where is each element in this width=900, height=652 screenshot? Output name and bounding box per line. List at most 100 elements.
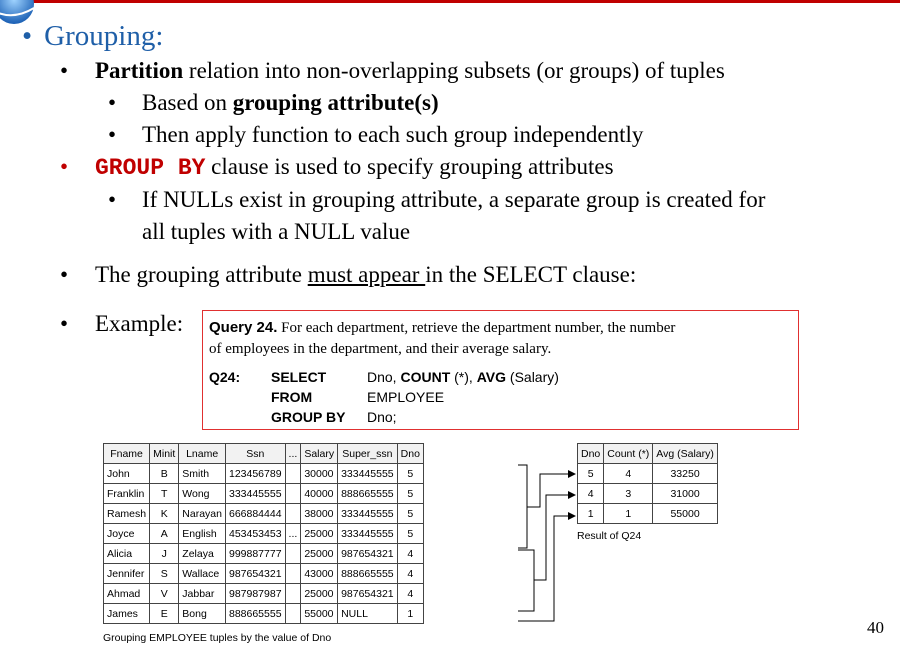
employee-cell: Bong [178,603,226,624]
bullet-partition-rest: relation into non-overlapping subsets (o… [183,58,725,83]
employee-cell: 25000 [300,543,339,564]
employee-cell: 888665555 [224,603,286,624]
employee-cell: 987987987 [224,583,286,604]
employee-cell: ... [284,523,302,544]
employee-header-cell: Dno [396,443,424,464]
result-cell: 3 [603,483,654,504]
query-box: Query 24. For each department, retrieve … [202,310,799,430]
employee-cell [284,563,302,584]
bullet-must-appear-post: in the SELECT clause: [425,262,637,287]
bullet-partition: Partition relation into non-overlapping … [95,58,725,84]
employee-header-cell: ... [284,443,302,464]
globe-logo-icon [0,0,35,24]
employee-header-cell: Minit [149,443,180,464]
employee-cell: 333445555 [224,483,286,504]
result-header-cell: Count (*) [603,443,654,464]
employee-row: Alicia J Zelaya 999887777 25000 987654321 4 [102,543,424,564]
query-description: Query 24. For each department, retrieve … [209,317,675,360]
employee-cell: 999887777 [224,543,286,564]
employee-cell: 5 [396,463,424,484]
employee-cell: 4 [396,563,424,584]
bullet-must-appear-pre: The grouping attribute [95,262,308,287]
employee-cell: John [102,463,151,484]
result-cell: 31000 [652,483,718,504]
employee-cell: 453453453 [224,523,286,544]
top-rule [18,0,900,3]
employee-row: Joyce A English 453453453... 25000 333445555 5 [102,523,424,544]
employee-cell: 25000 [300,583,339,604]
bullet-nulls-line2: all tuples with a NULL value [142,219,411,244]
employee-header-cell: Ssn [224,443,286,464]
employee-cell: Zelaya [178,543,226,564]
employee-cell: 5 [396,483,424,504]
select-clause: Dno, COUNT (*), AVG (Salary) [367,369,559,385]
employee-cell: 5 [396,503,424,524]
result-row: 5 4 33250 [576,463,718,484]
group-by-clause-keyword: GROUP BY [271,409,346,425]
employee-cell: 1 [396,603,424,624]
employee-cell: James [102,603,151,624]
select-keyword: SELECT [271,369,327,385]
employee-cell: Alicia [102,543,151,564]
employee-cell: 55000 [300,603,339,624]
employee-cell [284,603,302,624]
employee-cell: 40000 [300,483,339,504]
result-cell: 55000 [652,503,718,524]
employee-cell: 43000 [300,563,339,584]
employee-cell: 5 [396,523,424,544]
employee-cell: Wallace [178,563,226,584]
result-header-cell: Dno [576,443,605,464]
title-bullet: • [22,20,33,52]
employee-cell: Wong [178,483,226,504]
employee-header-row: Fname Minit Lname Ssn... Salary Super_ssn Dno [102,443,424,464]
bullet-group-by-rest: clause is used to specify grouping attri… [205,154,614,179]
bullet-dot: • [108,90,117,115]
employee-cell: Jabbar [178,583,226,604]
employee-table: Fname Minit Lname Ssn... Salary Super_ssn Dno … [102,443,424,624]
employee-row: James E Bong 888665555 55000 NULL 1 [102,603,424,624]
employee-cell: 333445555 [337,503,398,524]
employee-cell: 25000 [300,523,339,544]
employee-cell: 4 [396,583,424,604]
employee-cell: Jennifer [102,563,151,584]
employee-cell [284,543,302,564]
employee-cell: 888665555 [337,483,398,504]
query-id: Q24: [209,369,241,385]
from-clause: EMPLOYEE [367,389,445,405]
result-header-row: Dno Count (*) Avg (Salary) [576,443,718,464]
bullet-dot: • [60,311,69,336]
result-cell: 1 [603,503,654,524]
employee-cell: 333445555 [337,463,398,484]
employee-cell: S [149,563,180,584]
result-header-cell: Avg (Salary) [652,443,718,464]
bullet-dot: • [60,58,69,83]
result-table: Dno Count (*) Avg (Salary) 5 4 33250 4 3 31000 1… [576,443,718,524]
employee-cell: A [149,523,180,544]
query-text-line1: For each department, retrieve the depart… [277,320,676,336]
employee-header-cell: Lname [178,443,226,464]
employee-row: Ahmad V Jabbar 987987987 25000 987654321 4 [102,583,424,604]
employee-cell: English [178,523,226,544]
bullet-based-on: Based on grouping attribute(s) [142,90,439,116]
group-by-clause: Dno; [367,409,397,425]
employee-cell: K [149,503,180,524]
employee-cell: 123456789 [224,463,286,484]
employee-cell [284,483,302,504]
employee-cell: J [149,543,180,564]
employee-cell: 333445555 [337,523,398,544]
bullet-group-by: GROUP BY clause is used to specify group… [95,154,614,181]
employee-cell: E [149,603,180,624]
employee-cell: 4 [396,543,424,564]
bullet-dot: • [60,262,69,287]
result-cell: 4 [576,483,605,504]
employee-cell: 666884444 [224,503,286,524]
bullet-example: Example: [95,311,184,336]
bullet-based-on-bold: grouping attribute(s) [232,90,439,115]
bullet-dot: • [108,187,117,212]
page-number: 40 [867,618,884,637]
query-text-line2: of employees in the department, and thei… [209,341,552,357]
employee-caption: Grouping EMPLOYEE tuples by the value of… [103,632,332,644]
employee-header-cell: Salary [300,443,339,464]
employee-header-cell: Fname [102,443,151,464]
result-cell: 4 [603,463,654,484]
